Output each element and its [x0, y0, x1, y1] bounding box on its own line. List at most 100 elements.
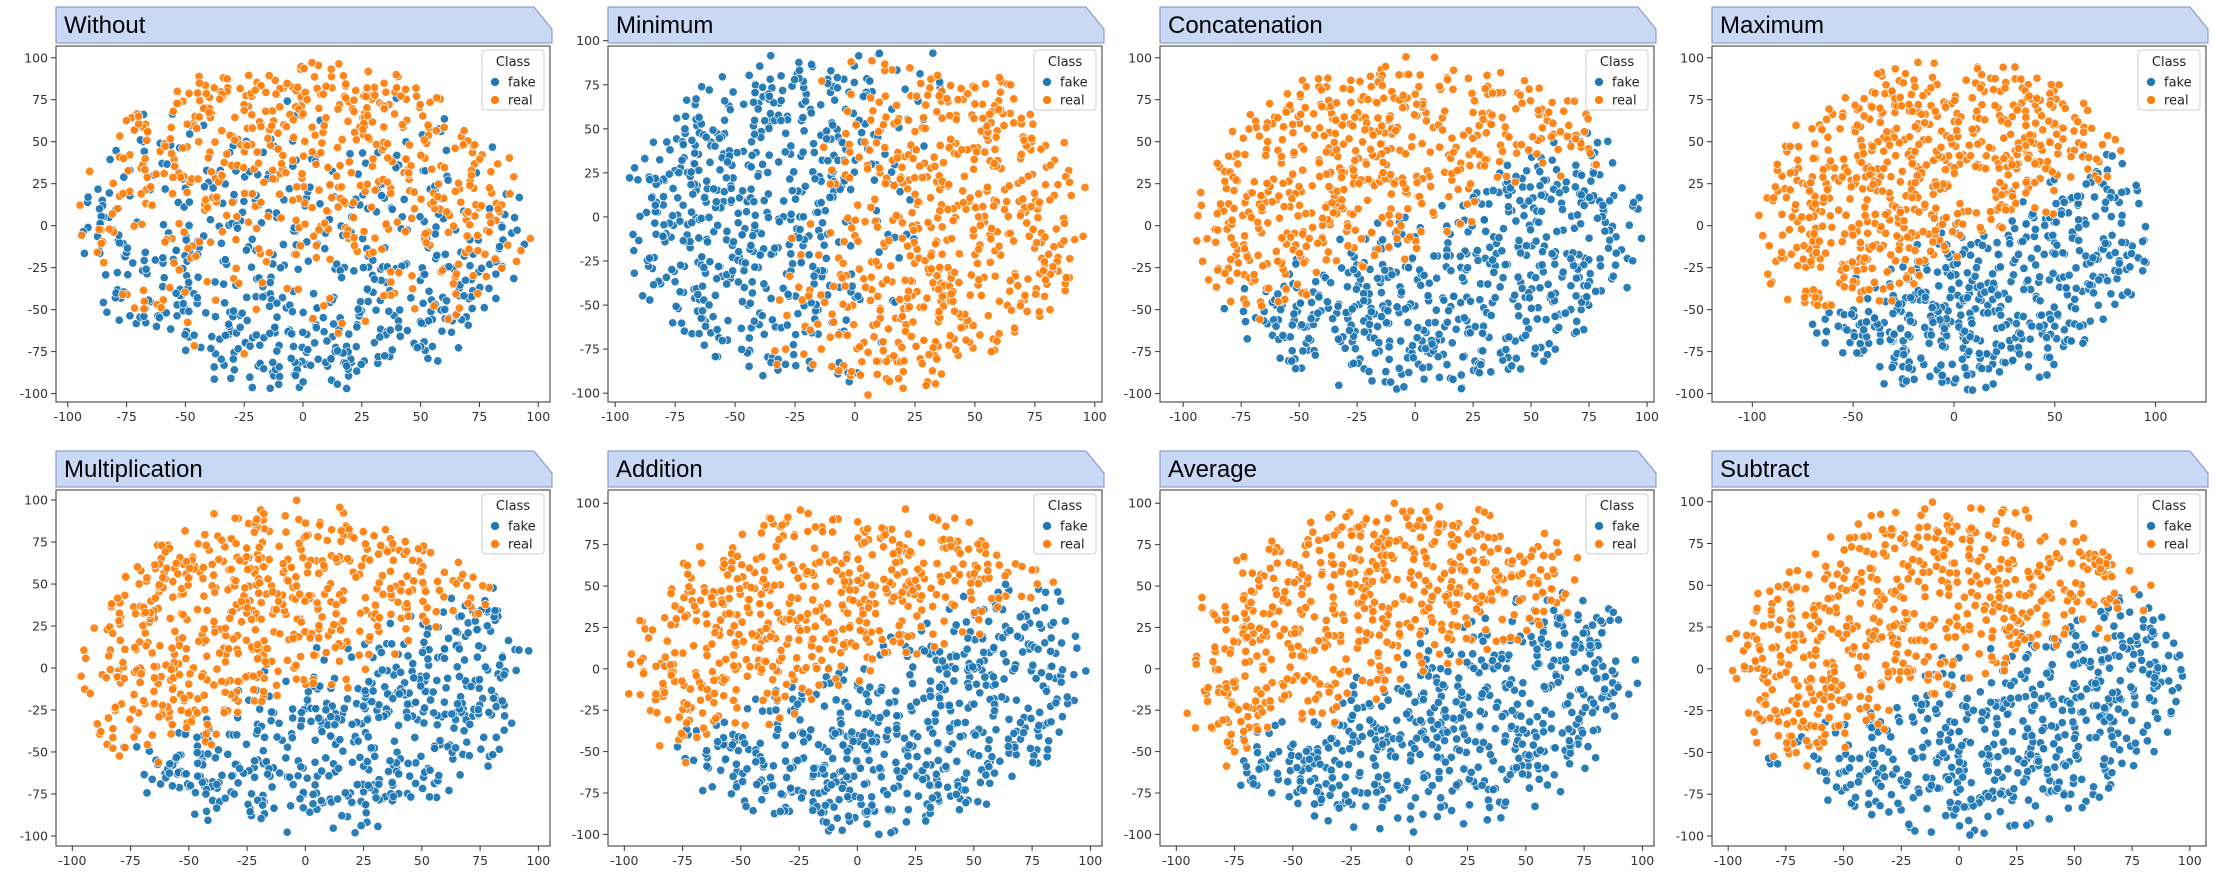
point-fake: [1916, 353, 1926, 363]
point-real: [1818, 172, 1828, 182]
x-tick-label: -50: [725, 409, 745, 424]
point-real: [1368, 130, 1378, 140]
point-real: [1850, 100, 1860, 110]
point-real: [170, 161, 180, 171]
point-real: [1198, 256, 1208, 266]
point-real: [1891, 151, 1901, 161]
point-real: [1348, 165, 1359, 175]
point-real: [1006, 80, 1016, 90]
point-fake: [1605, 196, 1615, 206]
point-fake: [358, 148, 368, 158]
point-real: [194, 112, 204, 122]
series-real: [1754, 57, 2126, 311]
point-real: [1763, 269, 1773, 279]
point-real: [1859, 94, 1869, 104]
point-fake: [339, 703, 349, 714]
point-real: [1377, 121, 1387, 131]
point-fake: [2048, 268, 2058, 279]
point-fake: [193, 272, 203, 282]
point-real: [1868, 179, 1878, 190]
point-fake: [2023, 362, 2034, 372]
point-real: [311, 159, 321, 169]
point-real: [1338, 83, 1348, 93]
point-fake: [435, 736, 445, 746]
point-real: [797, 295, 807, 305]
point-real: [854, 152, 864, 162]
legend-marker-fake: [490, 77, 500, 87]
point-fake: [1367, 376, 1377, 386]
point-fake: [785, 174, 795, 184]
point-fake: [758, 371, 768, 381]
point-fake: [650, 218, 660, 228]
point-fake: [1539, 356, 1549, 366]
point-fake: [2008, 270, 2019, 280]
point-real: [327, 193, 337, 203]
point-fake: [710, 352, 720, 362]
point-fake: [1306, 314, 1316, 324]
point-fake: [1238, 306, 1249, 316]
point-real: [1452, 165, 1462, 176]
point-fake: [1404, 263, 1414, 273]
point-fake: [1920, 322, 1930, 333]
point-fake: [681, 111, 691, 121]
point-fake: [1591, 286, 1601, 296]
point-fake: [463, 320, 473, 330]
point-real: [804, 291, 814, 301]
point-fake: [1424, 278, 1434, 288]
point-real: [903, 241, 913, 251]
point-real: [1929, 58, 1939, 68]
point-fake: [704, 300, 714, 310]
point-real: [1401, 149, 1411, 159]
point-real: [203, 153, 213, 163]
point-fake: [2008, 355, 2018, 365]
point-fake: [704, 212, 714, 222]
point-real: [2078, 140, 2088, 150]
point-fake: [416, 318, 426, 328]
point-fake: [680, 124, 690, 134]
point-real: [247, 189, 257, 199]
point-real: [866, 202, 876, 212]
point-real: [1315, 171, 1325, 182]
point-real: [933, 70, 943, 80]
point-fake: [2110, 248, 2120, 258]
point-fake: [894, 253, 904, 263]
point-real: [202, 277, 212, 287]
point-real: [1797, 212, 1807, 222]
point-fake: [728, 266, 738, 276]
point-fake: [2088, 253, 2098, 263]
point-real: [2014, 143, 2024, 153]
point-fake: [2010, 223, 2020, 234]
point-real: [934, 307, 944, 317]
point-fake: [1463, 263, 1473, 273]
point-real: [814, 250, 824, 260]
point-real: [473, 246, 483, 256]
point-real: [335, 161, 345, 171]
point-real: [884, 235, 894, 246]
point-real: [1571, 134, 1581, 144]
point-real: [2003, 118, 2013, 129]
point-real: [945, 331, 955, 341]
point-real: [1401, 52, 1411, 62]
point-real: [322, 206, 332, 216]
point-fake: [733, 218, 743, 228]
point-real: [827, 361, 837, 372]
point-fake: [736, 323, 746, 333]
point-real: [1227, 126, 1238, 137]
point-fake: [689, 159, 700, 169]
legend-title: Class: [2152, 55, 2186, 70]
point-fake: [319, 327, 329, 337]
point-real: [1273, 113, 1283, 123]
point-fake: [171, 245, 181, 255]
point-fake: [2052, 334, 2062, 344]
point-fake: [1413, 323, 1423, 333]
point-real: [143, 127, 153, 137]
point-real: [247, 110, 257, 120]
point-real: [481, 271, 491, 282]
point-real: [1354, 178, 1364, 188]
scatter-points: [75, 58, 535, 394]
point-fake: [2049, 359, 2059, 370]
point-fake: [287, 307, 297, 317]
point-fake: [355, 297, 366, 307]
point-real: [448, 279, 458, 289]
point-real: [1241, 299, 1251, 309]
